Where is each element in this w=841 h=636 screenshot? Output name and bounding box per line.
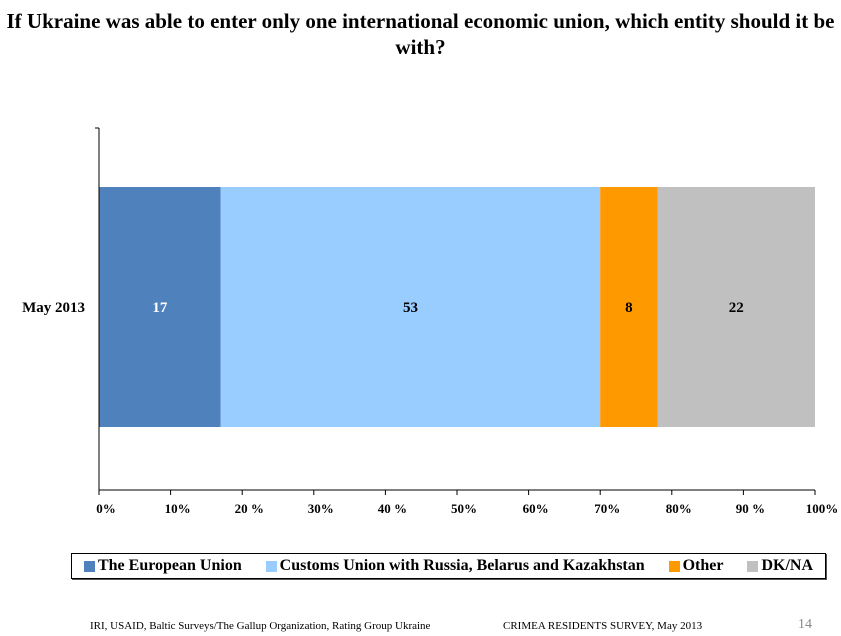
legend: The European Union Customs Union with Rus… — [71, 553, 826, 579]
footer-survey: CRIMEA RESIDENTS SURVEY, May 2013 — [503, 620, 703, 632]
legend-swatch — [668, 560, 680, 572]
x-tick-label: 0% — [96, 501, 116, 516]
footer-source: IRI, USAID, Baltic Surveys/The Gallup Or… — [90, 620, 431, 632]
chart-plot: 17 53 8 22 May 2013 0% 10% 20 % 30% 40 % 50% 60% 70%… — [22, 127, 839, 516]
data-label: 8 — [625, 300, 633, 316]
legend-label: Customs Union with Russia, Belarus and K… — [279, 557, 645, 574]
legend-item: Customs Union with Russia, Belarus and K… — [265, 557, 645, 575]
bar-segment — [99, 187, 221, 427]
legend-swatch — [265, 560, 277, 572]
x-tick-label: 90 % — [736, 501, 765, 516]
legend-swatch — [747, 560, 759, 572]
legend-label: DK/NA — [761, 557, 813, 574]
data-label: 17 — [152, 300, 168, 316]
x-tick-label: 30% — [308, 501, 334, 516]
data-label: 53 — [403, 300, 418, 316]
legend-item: DK/NA — [747, 557, 813, 575]
legend-swatch — [83, 560, 95, 572]
page-number: 14 — [798, 617, 812, 632]
category-label: May 2013 — [22, 300, 85, 316]
legend-label: Other — [682, 557, 724, 574]
x-tick-label: 10% — [165, 501, 191, 516]
x-tick-label: 50% — [451, 501, 477, 516]
x-tick-label: 20 % — [235, 501, 264, 516]
legend-item: Other — [668, 557, 724, 575]
bar-segment — [600, 187, 658, 427]
x-tick-label: 80% — [666, 501, 692, 516]
x-tick-label: 40 % — [378, 501, 407, 516]
bar-segment — [657, 187, 815, 427]
legend-label: The European Union — [97, 557, 242, 574]
x-tick-label: 70% — [594, 501, 620, 516]
bar-segment — [220, 187, 601, 427]
chart-title: If Ukraine was able to enter only one in… — [6, 9, 835, 59]
legend-item: The European Union — [83, 557, 242, 575]
x-tick-label: 60% — [523, 501, 549, 516]
x-tick-label: 100% — [806, 501, 839, 516]
data-label: 22 — [729, 300, 744, 316]
